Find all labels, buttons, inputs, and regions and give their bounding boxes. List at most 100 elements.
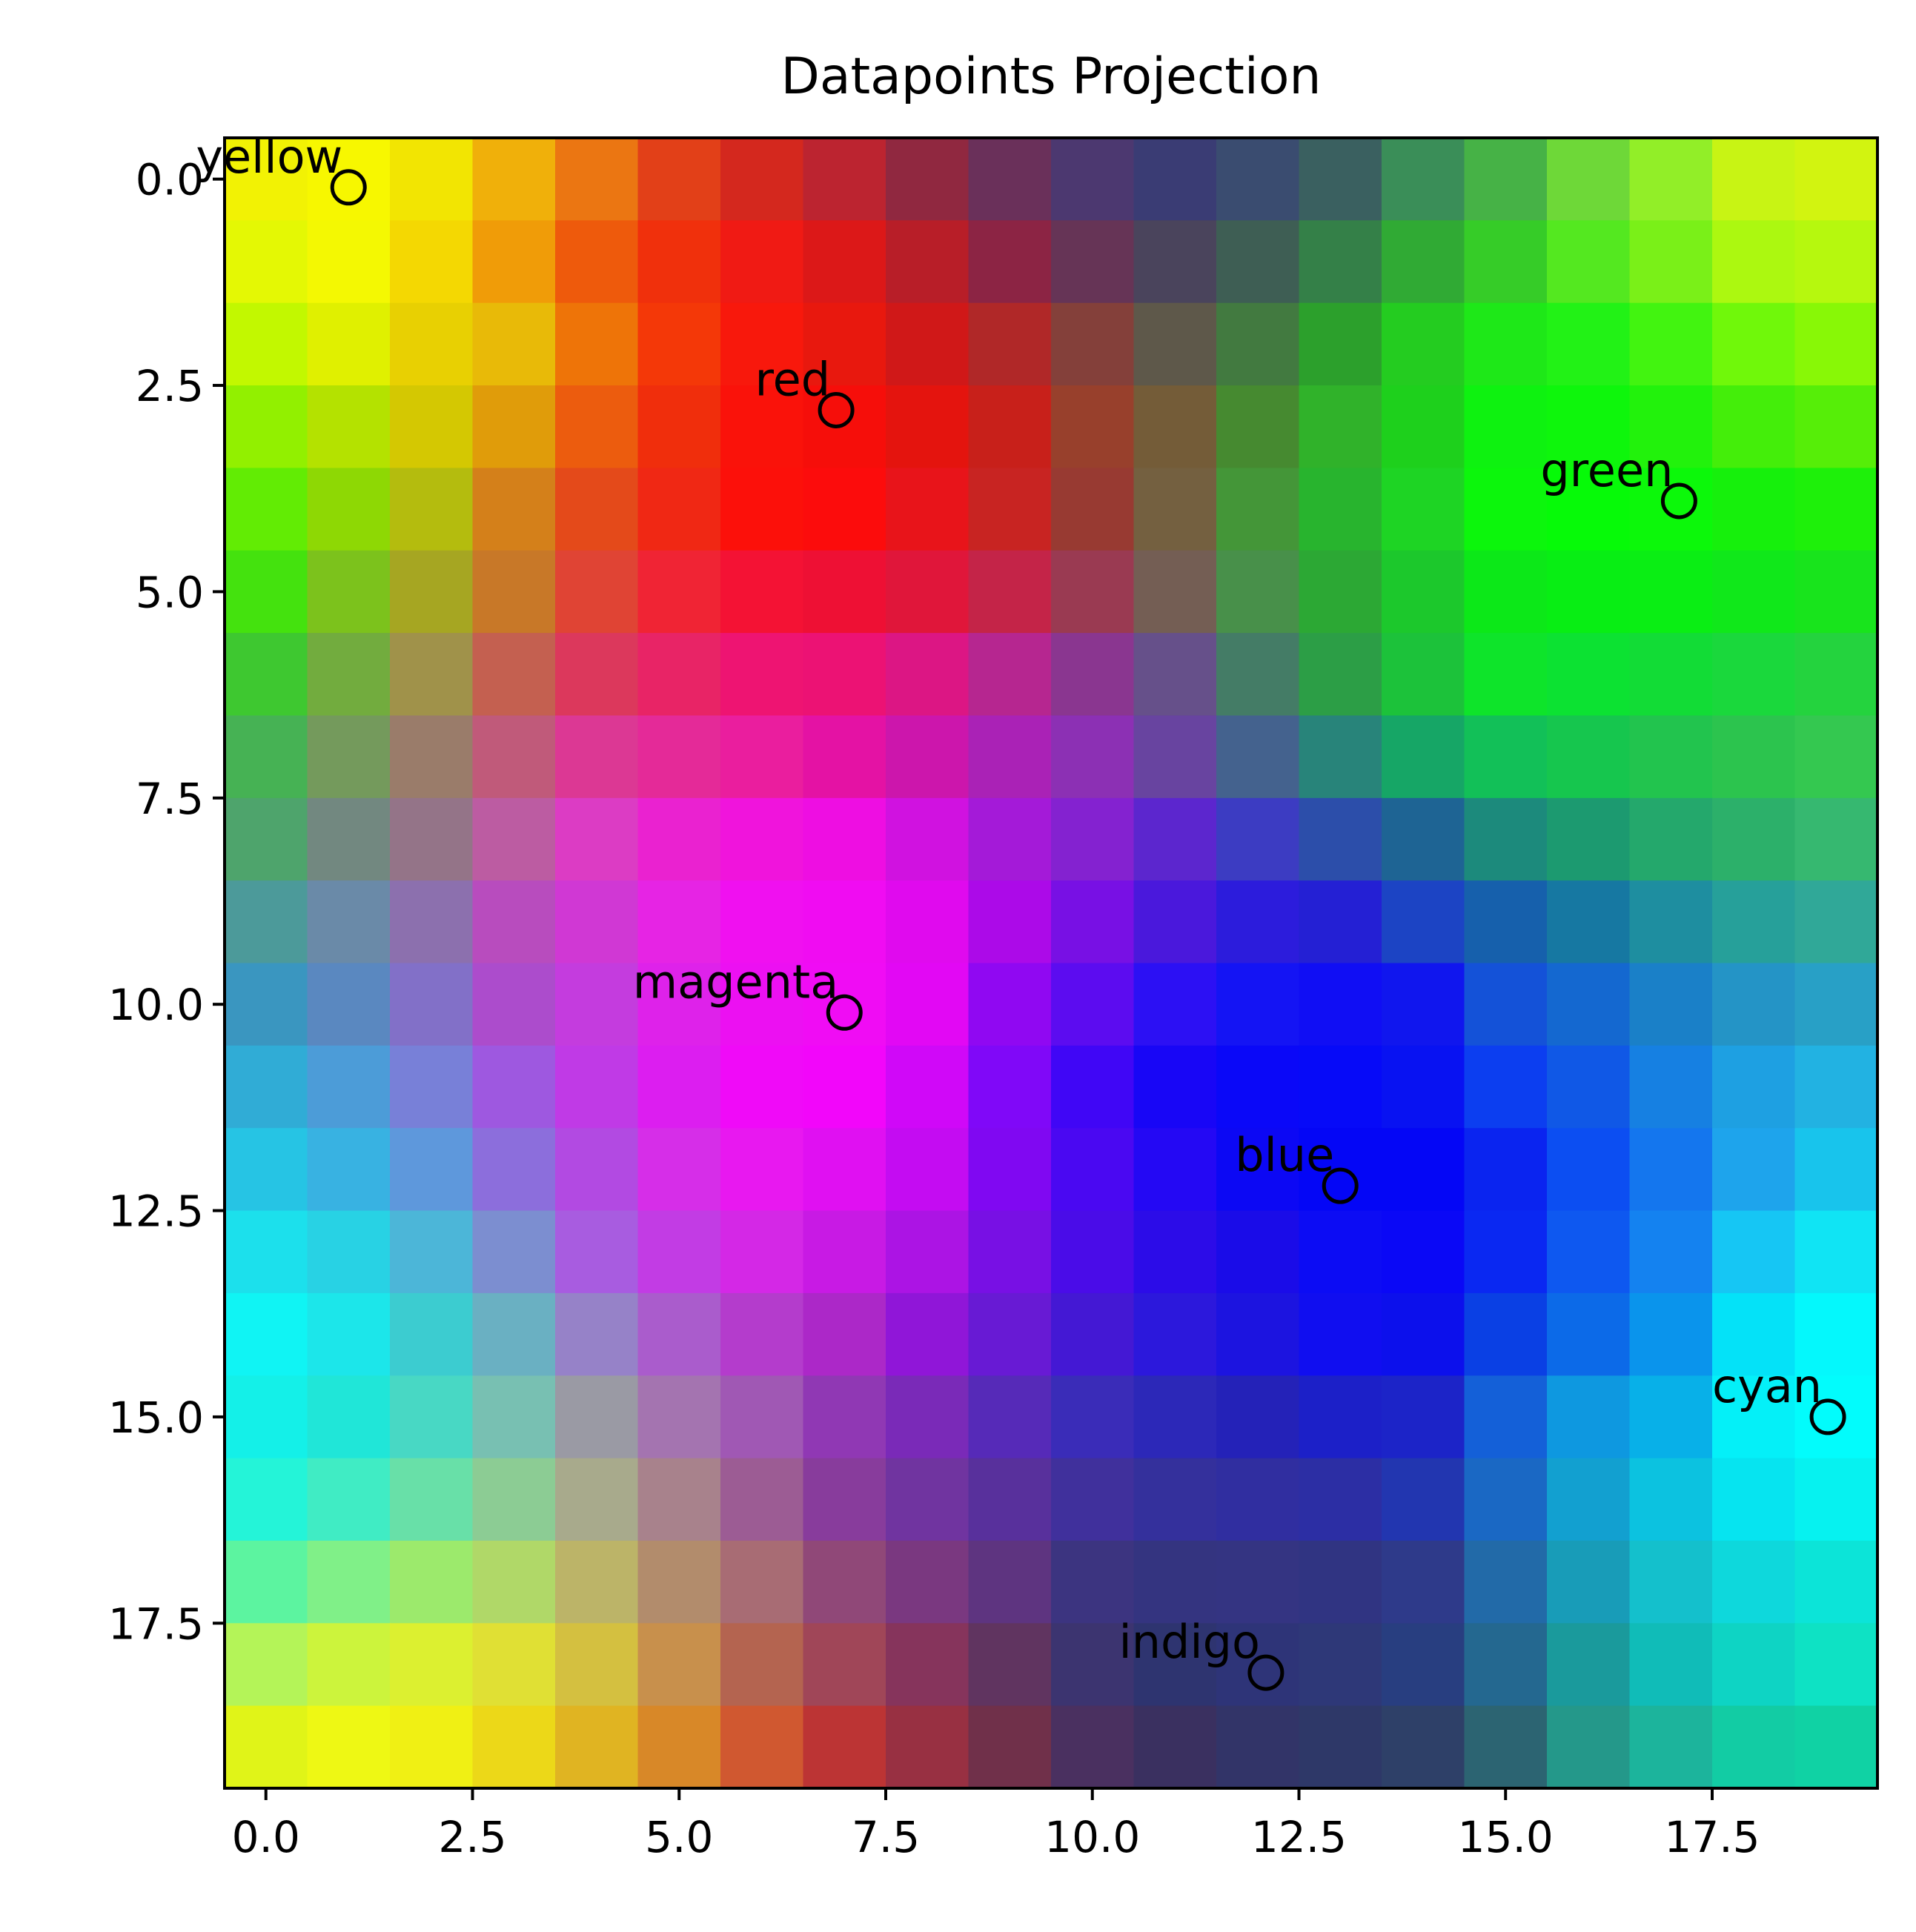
heatmap-cell	[1133, 1458, 1217, 1541]
heatmap-cell	[886, 880, 969, 964]
heatmap-cell	[1464, 963, 1548, 1046]
heatmap-cell	[886, 1292, 969, 1377]
heatmap-cell	[390, 1128, 474, 1212]
heatmap-cell	[1133, 138, 1217, 222]
heatmap-cell	[1216, 1705, 1300, 1789]
heatmap-cell	[637, 633, 721, 717]
heatmap-cell	[720, 550, 804, 634]
heatmap-cell	[1382, 1375, 1465, 1459]
heatmap-cell	[968, 963, 1052, 1046]
heatmap-cell	[1794, 633, 1878, 717]
heatmap-cell	[1051, 715, 1135, 799]
heatmap-cell	[637, 138, 721, 222]
heatmap-cell	[1216, 1128, 1300, 1212]
heatmap-cell	[1133, 550, 1217, 634]
heatmap-cell	[307, 1292, 391, 1377]
heatmap-cell	[390, 302, 474, 386]
heatmap-cell	[637, 1375, 721, 1459]
heatmap-cell	[1382, 715, 1465, 799]
heatmap-cell	[1216, 385, 1300, 469]
heatmap-cell	[803, 550, 886, 634]
heatmap-cell	[307, 138, 391, 222]
heatmap-cell	[390, 220, 474, 304]
heatmap-cell	[1216, 1210, 1300, 1294]
heatmap-cell	[1382, 633, 1465, 717]
heatmap-cell	[390, 797, 474, 881]
heatmap-cell	[307, 633, 391, 717]
heatmap-cell	[637, 797, 721, 881]
heatmap-cell	[1299, 1458, 1382, 1541]
heatmap-cell	[1712, 1292, 1796, 1377]
point-label-magenta: magenta	[633, 955, 839, 1009]
heatmap-cell	[1051, 880, 1135, 964]
heatmap-cell	[968, 220, 1052, 304]
heatmap-cell	[225, 302, 308, 386]
heatmap-cell	[968, 1128, 1052, 1212]
heatmap-cell	[968, 302, 1052, 386]
heatmap-cell	[1051, 633, 1135, 717]
heatmap-cell	[1051, 138, 1135, 222]
heatmap-cell	[555, 1292, 639, 1377]
heatmap-cell	[720, 302, 804, 386]
heatmap-cell	[1629, 880, 1713, 964]
heatmap-cell	[637, 715, 721, 799]
y-tick-label: 0.0	[136, 155, 204, 205]
heatmap-cell	[1629, 468, 1713, 551]
heatmap-cell	[1051, 1458, 1135, 1541]
heatmap-cell	[1547, 385, 1631, 469]
heatmap-cell	[472, 1623, 556, 1707]
heatmap-cell	[1547, 220, 1631, 304]
y-tick-label: 12.5	[108, 1186, 204, 1237]
heatmap-cell	[637, 385, 721, 469]
heatmap-cell	[1216, 468, 1300, 551]
heatmap-cell	[1216, 963, 1300, 1046]
heatmap-cell	[390, 1540, 474, 1624]
heatmap-cell	[886, 797, 969, 881]
heatmap-cell	[472, 1540, 556, 1624]
heatmap-cell	[1051, 220, 1135, 304]
heatmap-cell	[1629, 1045, 1713, 1129]
heatmap-cell	[1794, 880, 1878, 964]
heatmap-cell	[555, 1128, 639, 1212]
heatmap-cell	[472, 220, 556, 304]
point-marker-yellow	[330, 169, 367, 206]
heatmap-cell	[555, 1705, 639, 1789]
heatmap-cell	[1382, 880, 1465, 964]
heatmap-cell	[307, 1045, 391, 1129]
heatmap-cell	[1629, 1623, 1713, 1707]
heatmap-cell	[307, 1128, 391, 1212]
heatmap-cell	[1133, 715, 1217, 799]
heatmap-cell	[1133, 302, 1217, 386]
y-tick-label: 17.5	[108, 1599, 204, 1649]
heatmap-cell	[968, 385, 1052, 469]
heatmap-cell	[1382, 138, 1465, 222]
heatmap-cell	[1464, 1128, 1548, 1212]
heatmap-cell	[1299, 1375, 1382, 1459]
heatmap-cell	[307, 302, 391, 386]
heatmap-cell	[1216, 880, 1300, 964]
heatmap-cell	[886, 138, 969, 222]
heatmap-cell	[225, 1045, 308, 1129]
heatmap-cell	[1216, 220, 1300, 304]
heatmap-cell	[637, 468, 721, 551]
heatmap-cell	[1712, 1623, 1796, 1707]
heatmap-cell	[886, 1623, 969, 1707]
heatmap-cell	[1547, 1540, 1631, 1624]
heatmap-cell	[555, 963, 639, 1046]
heatmap-cell	[1547, 550, 1631, 634]
heatmap-cell	[803, 1375, 886, 1459]
heatmap-cell	[225, 1292, 308, 1377]
heatmap-cell	[720, 715, 804, 799]
heatmap-cell	[803, 1210, 886, 1294]
heatmap-cell	[803, 1705, 886, 1789]
heatmap-cell	[1712, 220, 1796, 304]
heatmap-cell	[555, 797, 639, 881]
heatmap-cell	[472, 1375, 556, 1459]
heatmap-cell	[307, 963, 391, 1046]
heatmap-cell	[637, 1045, 721, 1129]
heatmap-cell	[1629, 1210, 1713, 1294]
heatmap-cell	[1299, 1045, 1382, 1129]
point-label-indigo: indigo	[1119, 1615, 1260, 1669]
heatmap-cell	[1299, 385, 1382, 469]
heatmap-cell	[1464, 138, 1548, 222]
